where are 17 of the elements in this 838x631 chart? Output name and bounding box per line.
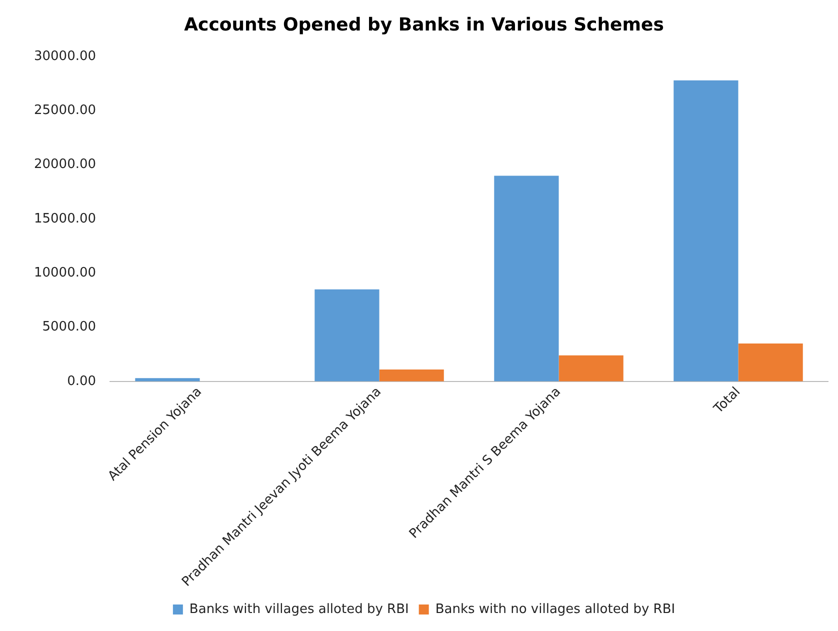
- y-tick-label: 25000.00: [34, 103, 96, 118]
- y-tick-label: 15000.00: [34, 211, 96, 226]
- legend-label: Banks with no villages alloted by RBI: [435, 602, 676, 617]
- bar: [558, 355, 624, 382]
- legend-label: Banks with villages alloted by RBI: [189, 602, 409, 617]
- y-tick-label: 0.00: [67, 374, 96, 389]
- bar: [738, 344, 803, 382]
- bar: [494, 176, 559, 382]
- y-tick-label: 20000.00: [34, 157, 96, 172]
- y-tick-label: 10000.00: [34, 266, 96, 281]
- bar: [314, 289, 380, 382]
- y-tick-label: 30000.00: [34, 48, 96, 64]
- chart-title: Accounts Opened by Banks in Various Schemes: [184, 14, 664, 36]
- bar: [674, 80, 738, 382]
- bar: [135, 378, 200, 382]
- y-tick-label: 5000.00: [42, 320, 96, 335]
- bar: [379, 369, 444, 382]
